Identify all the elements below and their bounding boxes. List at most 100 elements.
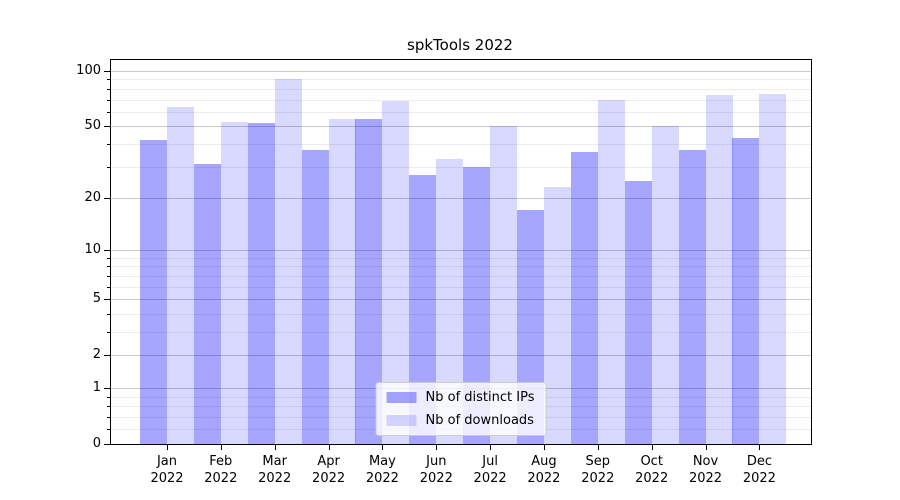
y-major-tick xyxy=(104,71,110,72)
x-tick-month: Mar xyxy=(262,454,287,469)
legend-swatch xyxy=(386,415,417,426)
minor-gridline xyxy=(111,275,811,277)
x-tick-month: Sep xyxy=(585,454,611,469)
bar-distinct-ips-apr xyxy=(301,150,329,444)
bar-downloads-mar xyxy=(274,79,302,444)
minor-gridline xyxy=(111,143,811,145)
legend-entry: Nb of distinct IPs xyxy=(386,390,534,405)
y-major-tick xyxy=(104,444,110,445)
minor-gridline xyxy=(111,313,811,315)
bar-downloads-dec xyxy=(759,94,787,444)
y-tick-label: 1 xyxy=(92,380,101,395)
x-tick-label: May 2022 xyxy=(350,453,414,487)
x-tick-label: Jul 2022 xyxy=(458,453,522,487)
legend: Nb of distinct IPs Nb of downloads xyxy=(375,382,547,436)
legend-swatch xyxy=(386,392,417,403)
bar-downloads-apr xyxy=(328,118,356,444)
y-major-tick xyxy=(104,355,110,357)
x-tick xyxy=(382,444,384,450)
x-tick-year: 2022 xyxy=(312,471,346,486)
x-tick-month: Jun xyxy=(426,454,447,469)
x-tick-label: Jun 2022 xyxy=(404,453,468,487)
y-tick-label: 5 xyxy=(92,291,101,307)
y-minor-tick xyxy=(107,275,110,277)
y-minor-tick xyxy=(107,429,110,431)
y-major-tick xyxy=(104,197,110,199)
x-tick xyxy=(274,444,276,450)
minor-gridline xyxy=(111,79,811,81)
x-tick xyxy=(759,444,761,450)
x-tick-label: Mar 2022 xyxy=(243,453,307,487)
x-tick-year: 2022 xyxy=(581,471,615,486)
x-tick-year: 2022 xyxy=(688,471,723,486)
major-gridline xyxy=(111,71,811,72)
y-major-tick xyxy=(104,250,110,252)
major-gridline xyxy=(111,355,811,357)
x-tick xyxy=(490,444,492,450)
y-minor-tick xyxy=(107,406,110,407)
y-minor-tick xyxy=(107,332,110,333)
x-tick-label: Apr 2022 xyxy=(297,453,361,487)
major-gridline xyxy=(111,197,811,199)
minor-gridline xyxy=(111,257,811,259)
x-tick-label: Jan 2022 xyxy=(135,453,199,487)
x-tick-year: 2022 xyxy=(258,471,292,486)
bar-distinct-ips-jan xyxy=(140,140,167,444)
bar-downloads-aug xyxy=(543,187,571,444)
y-minor-tick xyxy=(107,313,110,315)
x-tick-label: Oct 2022 xyxy=(620,453,684,487)
bar-distinct-ips-feb xyxy=(193,163,221,444)
x-tick-year: 2022 xyxy=(635,471,669,486)
y-major-tick xyxy=(104,299,110,301)
x-tick-year: 2022 xyxy=(365,471,399,486)
x-tick xyxy=(220,444,222,450)
x-tick-month: Apr xyxy=(317,454,340,469)
y-minor-tick xyxy=(107,266,110,268)
bar-downloads-jan xyxy=(167,106,194,444)
y-tick-label: 100 xyxy=(76,63,101,78)
chart-title: spkTools 2022 xyxy=(407,36,513,54)
x-tick-year: 2022 xyxy=(527,471,561,486)
y-minor-tick xyxy=(107,396,110,398)
bar-downloads-nov xyxy=(705,95,733,444)
bar-downloads-oct xyxy=(651,126,679,444)
x-tick-year: 2022 xyxy=(742,471,776,486)
y-major-tick xyxy=(104,126,110,128)
x-tick xyxy=(543,444,545,450)
y-tick-label: 20 xyxy=(84,189,101,205)
y-tick-label: 50 xyxy=(84,118,101,134)
y-minor-tick xyxy=(107,166,110,168)
y-tick-label: 0 xyxy=(92,436,101,451)
x-tick xyxy=(597,444,599,450)
x-tick xyxy=(705,444,707,450)
x-tick-year: 2022 xyxy=(419,471,453,486)
legend-entry: Nb of downloads xyxy=(386,413,535,428)
x-tick xyxy=(328,444,330,450)
y-minor-tick xyxy=(107,99,110,101)
y-minor-tick xyxy=(107,416,110,418)
minor-gridline xyxy=(111,332,811,333)
y-minor-tick xyxy=(107,88,110,90)
bar-distinct-ips-mar xyxy=(247,123,275,444)
x-tick-label: Feb 2022 xyxy=(189,453,253,487)
x-tick-label: Dec 2022 xyxy=(727,453,791,487)
minor-gridline xyxy=(111,111,811,113)
x-tick-year: 2022 xyxy=(150,471,184,486)
y-minor-tick xyxy=(107,143,110,145)
y-tick-label: 2 xyxy=(92,347,101,363)
major-gridline xyxy=(111,299,811,301)
x-tick xyxy=(651,444,653,450)
major-gridline xyxy=(111,250,811,252)
plot-area: 0 1 2 5 10 20 50 100 Jan 2022 Feb 2022 Mar 2022 Apr 202… xyxy=(76,59,812,486)
y-minor-tick xyxy=(107,111,110,113)
minor-gridline xyxy=(111,88,811,90)
x-tick-month: Jul xyxy=(482,454,498,469)
y-minor-tick xyxy=(107,257,110,259)
x-tick-month: Aug xyxy=(531,454,557,469)
y-minor-tick xyxy=(107,286,110,288)
x-tick-month: Oct xyxy=(640,454,663,469)
x-tick-year: 2022 xyxy=(204,471,238,486)
x-tick-month: Jan xyxy=(156,454,178,469)
x-tick-month: Feb xyxy=(209,454,233,469)
